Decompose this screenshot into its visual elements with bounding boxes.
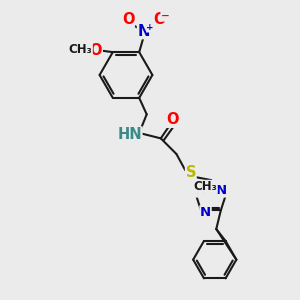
Text: O: O	[122, 12, 134, 27]
Text: O: O	[90, 43, 102, 58]
Text: N: N	[194, 184, 206, 197]
Text: CH₃: CH₃	[68, 43, 92, 56]
Text: +: +	[146, 23, 154, 32]
Text: N: N	[137, 24, 150, 39]
Text: O: O	[167, 112, 179, 127]
Text: −: −	[161, 11, 170, 21]
Text: HN: HN	[117, 127, 142, 142]
Text: O: O	[153, 12, 166, 27]
Text: N: N	[216, 184, 227, 197]
Text: CH₃: CH₃	[194, 180, 217, 194]
Text: S: S	[185, 165, 196, 180]
Text: N: N	[200, 206, 211, 219]
